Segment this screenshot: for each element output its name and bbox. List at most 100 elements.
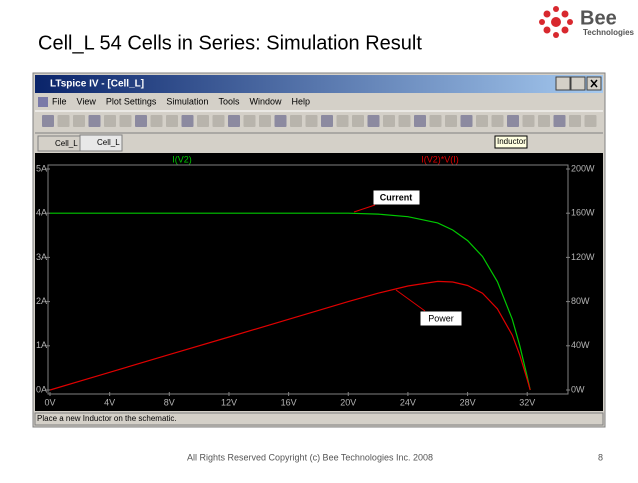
x-tick-label: 4V	[104, 397, 115, 407]
tab-label[interactable]: Cell_L	[55, 139, 78, 148]
toolbar-button[interactable]	[150, 115, 163, 127]
toolbar-button[interactable]	[197, 115, 209, 127]
toolbar-button[interactable]	[569, 115, 581, 127]
legend-label: I(V2)*V(I)	[421, 154, 459, 164]
toolbar-button[interactable]	[88, 115, 101, 127]
annotation: Current	[380, 192, 413, 202]
plot: 0A 1A 2A 3A 4A 5A 0W 40W 80W 120W 160W 200W 0V 4V 8V 12…	[36, 154, 595, 407]
logo-sub: Technologies	[583, 28, 635, 37]
tab-label[interactable]: Cell_L	[97, 138, 120, 147]
annotation-box	[419, 310, 463, 327]
x-tick-label: 32V	[519, 397, 535, 407]
toolbar-button[interactable]	[476, 115, 488, 127]
minimize-button[interactable]	[555, 76, 571, 91]
status-text: Place a new Inductor on the schematic.	[37, 414, 177, 423]
maximize-button[interactable]	[570, 76, 586, 91]
toolbar-button[interactable]	[290, 115, 302, 127]
toolbar-button[interactable]	[274, 115, 287, 127]
x-tick-label: 0V	[44, 397, 55, 407]
y-tick-label: 1A	[36, 340, 47, 350]
annotation-box	[372, 189, 421, 206]
y2-tick-label: 80W	[571, 296, 590, 306]
menu-bar: File View Plot Settings Simulation Tools Wind…	[38, 96, 310, 107]
toolbar-button[interactable]	[119, 115, 132, 127]
series-line	[49, 280, 531, 391]
x-tick-label: 12V	[221, 397, 237, 407]
toolbar-button[interactable]	[553, 115, 566, 127]
y-tick-label: 5A	[36, 163, 47, 173]
toolbar-button[interactable]	[445, 115, 457, 127]
status-bar	[34, 412, 604, 426]
toolbar-button[interactable]	[336, 115, 349, 127]
toolbar-button[interactable]	[367, 115, 380, 127]
toolbar	[42, 115, 597, 127]
x-tick-label: 28V	[460, 397, 476, 407]
page-number: 8	[598, 452, 603, 462]
toolbar-button[interactable]	[42, 115, 54, 127]
toolbar-button[interactable]	[522, 115, 535, 127]
toolbar-button[interactable]	[321, 115, 333, 127]
toolbar-button[interactable]	[538, 115, 550, 127]
y-tick-label: 4A	[36, 208, 47, 218]
toolbar-button[interactable]	[398, 115, 411, 127]
legend-label: I(V2)	[172, 154, 192, 164]
menu-item[interactable]: Simulation	[166, 96, 208, 106]
toolbar-button[interactable]	[135, 115, 147, 127]
toolbar-button[interactable]	[352, 115, 364, 127]
annotation: Power	[428, 313, 454, 323]
menu-item[interactable]: Help	[291, 96, 310, 106]
menu-item[interactable]: Window	[249, 96, 282, 106]
toolbar-button[interactable]	[584, 115, 597, 127]
y2-tick-label: 200W	[571, 163, 595, 173]
annotation-arrow	[353, 204, 376, 213]
toolbar-button[interactable]	[73, 115, 85, 127]
toolbar-button[interactable]	[414, 115, 426, 127]
window-buttons[interactable]	[555, 76, 602, 91]
slide-title: Cell_L 54 Cells in Series: Simulation Re…	[38, 32, 422, 54]
plot-background	[35, 153, 603, 411]
toolbar-button[interactable]	[57, 115, 70, 127]
menu-item[interactable]: File	[52, 96, 67, 106]
toolbar-button[interactable]	[181, 115, 194, 127]
window-title: LTspice IV - [Cell_L]	[50, 79, 144, 90]
menu-item[interactable]: View	[77, 96, 97, 106]
toolbar-button[interactable]	[460, 115, 473, 127]
annotation-arrow	[395, 289, 426, 312]
toolbar-button[interactable]	[228, 115, 240, 127]
toolbar-button[interactable]	[212, 115, 225, 127]
x-tick-label: 16V	[281, 397, 297, 407]
x-tick-label: 20V	[340, 397, 356, 407]
footer: All Rights Reserved Copyright (c) Bee Te…	[187, 452, 433, 462]
y2-tick-label: 160W	[571, 208, 595, 218]
x-tick-label: 8V	[164, 397, 175, 407]
y-tick-label: 3A	[36, 252, 47, 262]
tooltip-text: Inductor	[497, 137, 526, 146]
plot-frame	[47, 164, 569, 395]
tab-active[interactable]	[79, 134, 123, 152]
y-tick-label: 0A	[36, 384, 47, 394]
toolbar-button[interactable]	[507, 115, 519, 127]
toolbar-button[interactable]	[166, 115, 178, 127]
menu-item[interactable]: Plot Settings	[106, 96, 157, 106]
toolbar-button[interactable]	[429, 115, 442, 127]
y-tick-label: 2A	[36, 296, 47, 306]
toolbar-button[interactable]	[491, 115, 504, 127]
menu-icon	[38, 97, 48, 107]
tooltip	[494, 135, 528, 149]
toolbar-button[interactable]	[383, 115, 395, 127]
toolbar-button[interactable]	[243, 115, 256, 127]
title-bar	[35, 75, 603, 93]
y2-tick-label: 40W	[571, 340, 590, 350]
series-line	[50, 212, 531, 391]
x-tick-label: 24V	[400, 397, 416, 407]
logo	[539, 6, 573, 38]
y2-tick-label: 120W	[571, 252, 595, 262]
y2-tick-label: 0W	[571, 384, 585, 394]
logo-name: Bee	[580, 7, 617, 29]
toolbar-button[interactable]	[259, 115, 271, 127]
menu-item[interactable]: Tools	[218, 96, 240, 106]
toolbar-button[interactable]	[305, 115, 318, 127]
toolbar-button[interactable]	[104, 115, 116, 127]
